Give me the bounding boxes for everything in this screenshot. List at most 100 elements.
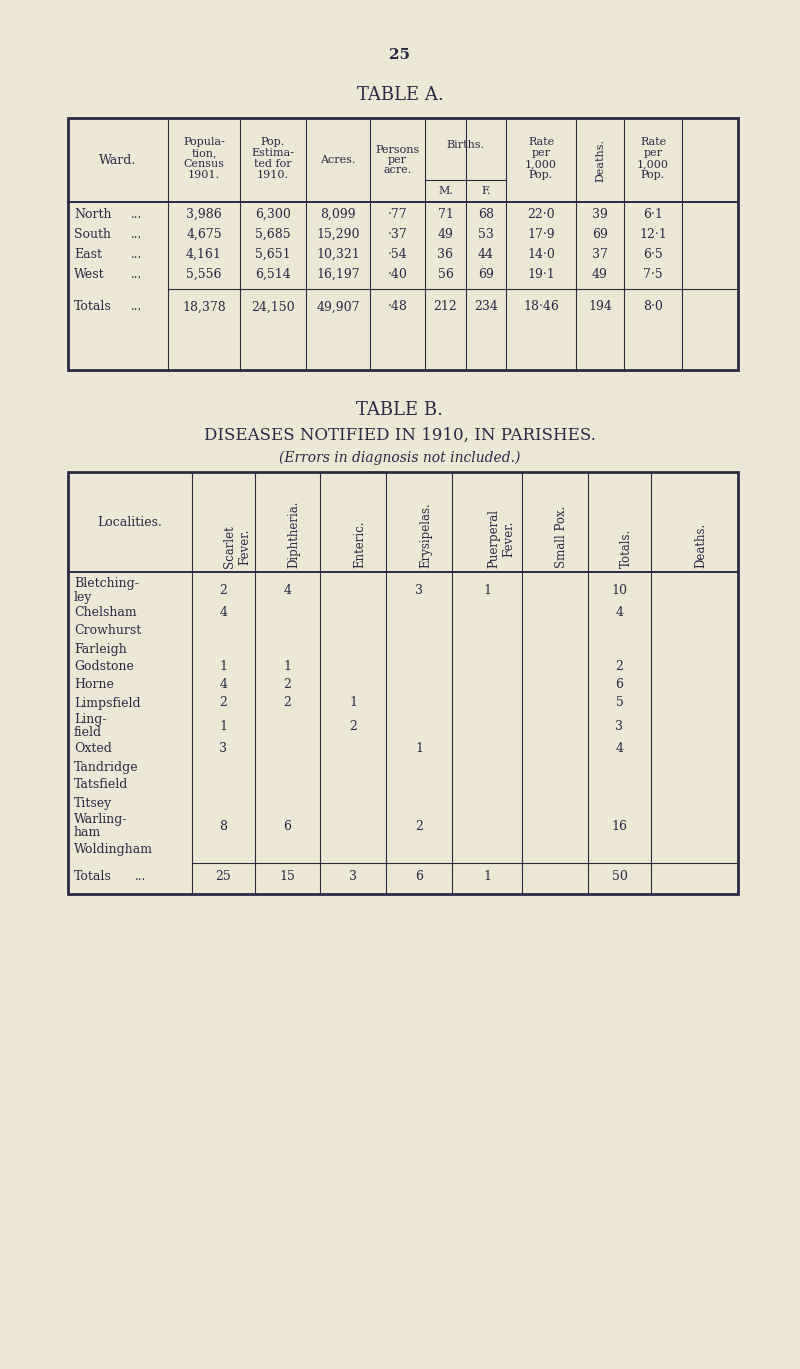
Text: South: South — [74, 227, 111, 241]
Text: Godstone: Godstone — [74, 660, 134, 674]
Text: 5,556: 5,556 — [186, 267, 222, 281]
Text: 44: 44 — [478, 248, 494, 260]
Text: 14·0: 14·0 — [527, 248, 555, 260]
Text: acre.: acre. — [383, 166, 412, 175]
Text: Enteric.: Enteric. — [353, 520, 366, 568]
Text: Puerperal
Fever.: Puerperal Fever. — [487, 509, 515, 568]
Text: North: North — [74, 208, 111, 220]
Text: TABLE A.: TABLE A. — [357, 86, 443, 104]
Text: F.: F. — [482, 186, 490, 196]
Text: 1: 1 — [415, 742, 423, 756]
Text: 25: 25 — [390, 48, 410, 62]
Text: 6: 6 — [615, 679, 623, 691]
Text: East: East — [74, 248, 102, 260]
Text: Ling-: Ling- — [74, 712, 106, 726]
Text: Bletching-: Bletching- — [74, 576, 139, 590]
Text: 12·1: 12·1 — [639, 227, 667, 241]
Text: Limpsfield: Limpsfield — [74, 697, 141, 709]
Text: 1: 1 — [283, 660, 291, 674]
Text: Crowhurst: Crowhurst — [74, 624, 142, 638]
Text: 15,290: 15,290 — [316, 227, 360, 241]
Text: 49,907: 49,907 — [316, 301, 360, 314]
Text: Deaths.: Deaths. — [595, 138, 605, 182]
Text: 36: 36 — [438, 248, 454, 260]
Text: 4: 4 — [219, 679, 227, 691]
Text: per: per — [643, 148, 662, 157]
Text: DISEASES NOTIFIED IN 1910, IN PARISHES.: DISEASES NOTIFIED IN 1910, IN PARISHES. — [204, 427, 596, 444]
Text: TABLE B.: TABLE B. — [357, 401, 443, 419]
Text: 2: 2 — [615, 660, 623, 674]
Text: ...: ... — [130, 301, 142, 314]
Text: 16: 16 — [611, 820, 627, 832]
Text: ley: ley — [74, 590, 93, 604]
Text: 6,514: 6,514 — [255, 267, 291, 281]
Text: 49: 49 — [592, 267, 608, 281]
Text: 4,161: 4,161 — [186, 248, 222, 260]
Text: 1: 1 — [349, 697, 357, 709]
Text: per: per — [388, 155, 407, 166]
Text: 234: 234 — [474, 301, 498, 314]
Text: Tandridge: Tandridge — [74, 761, 138, 773]
Text: 4: 4 — [219, 606, 227, 620]
Text: 4: 4 — [615, 742, 623, 756]
Text: 39: 39 — [592, 208, 608, 220]
Text: 19·1: 19·1 — [527, 267, 555, 281]
Text: Woldingham: Woldingham — [74, 842, 153, 856]
Text: 1: 1 — [219, 720, 227, 732]
Text: 1: 1 — [483, 583, 491, 597]
Text: 56: 56 — [438, 267, 454, 281]
Text: Tatsfield: Tatsfield — [74, 779, 128, 791]
Text: 25: 25 — [216, 871, 231, 883]
Text: Horne: Horne — [74, 679, 114, 691]
Text: Pop.: Pop. — [529, 170, 553, 179]
Text: Titsey: Titsey — [74, 797, 112, 809]
Text: 22·0: 22·0 — [527, 208, 555, 220]
Text: 1,000: 1,000 — [637, 159, 669, 168]
Text: 37: 37 — [592, 248, 608, 260]
Text: 6,300: 6,300 — [255, 208, 291, 220]
Text: 6: 6 — [283, 820, 291, 832]
Text: ...: ... — [134, 871, 146, 883]
Text: 18·46: 18·46 — [523, 301, 559, 314]
Text: Persons: Persons — [375, 145, 420, 155]
Text: 69: 69 — [592, 227, 608, 241]
Text: ·54: ·54 — [388, 248, 407, 260]
Text: 212: 212 — [434, 301, 458, 314]
Text: 3: 3 — [219, 742, 227, 756]
Text: Localities.: Localities. — [98, 516, 162, 528]
Text: 8: 8 — [219, 820, 227, 832]
Text: Acres.: Acres. — [320, 155, 356, 166]
Text: ·48: ·48 — [387, 301, 407, 314]
Text: tion,: tion, — [191, 148, 217, 157]
Text: 10,321: 10,321 — [316, 248, 360, 260]
Text: 71: 71 — [438, 208, 454, 220]
Text: 1: 1 — [483, 871, 491, 883]
Text: Farleigh: Farleigh — [74, 642, 126, 656]
Text: 5: 5 — [615, 697, 623, 709]
Text: ...: ... — [130, 208, 142, 220]
Text: Chelsham: Chelsham — [74, 606, 137, 620]
Text: 1: 1 — [219, 660, 227, 674]
Text: ...: ... — [130, 267, 142, 281]
Text: Totals: Totals — [74, 301, 112, 314]
Text: 3: 3 — [615, 720, 623, 732]
Text: ...: ... — [130, 227, 142, 241]
Text: 4: 4 — [615, 606, 623, 620]
Text: Scarlet
Fever.: Scarlet Fever. — [223, 526, 251, 568]
Text: Erysipelas.: Erysipelas. — [419, 502, 432, 568]
Text: 2: 2 — [415, 820, 423, 832]
Text: Ward.: Ward. — [99, 153, 137, 167]
Text: ...: ... — [130, 248, 142, 260]
Text: (Errors in diagnosis not included.): (Errors in diagnosis not included.) — [279, 450, 521, 465]
Text: Warling-: Warling- — [74, 812, 127, 826]
Text: 1,000: 1,000 — [525, 159, 557, 168]
Text: per: per — [531, 148, 550, 157]
Text: ted for: ted for — [254, 159, 292, 168]
Text: 1901.: 1901. — [188, 170, 220, 179]
Bar — [68, 472, 738, 894]
Text: Rate: Rate — [528, 137, 554, 146]
Text: M.: M. — [438, 186, 453, 196]
Text: 50: 50 — [611, 871, 627, 883]
Text: 4,675: 4,675 — [186, 227, 222, 241]
Text: 2: 2 — [349, 720, 357, 732]
